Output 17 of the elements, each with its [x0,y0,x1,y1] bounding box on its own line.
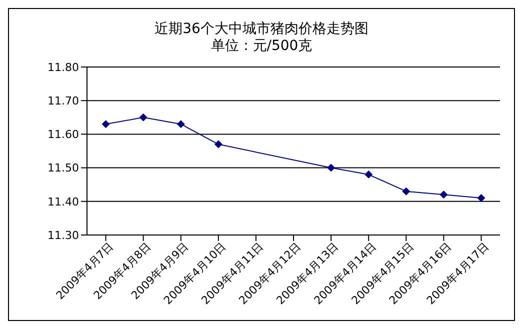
point [440,190,448,199]
point [364,170,373,179]
y-tick-label: 11.50 [48,162,79,175]
point [327,164,336,172]
y-tick-label: 11.30 [48,228,79,242]
y-tick-label: 11.70 [48,94,79,108]
chart-title: 近期36个大中城市猪肉价格走势图 [154,21,368,37]
point [402,187,410,196]
y-tick-label: 11.40 [48,195,79,208]
point [477,194,486,202]
y-tick-label: 11.80 [48,60,79,74]
y-tick-label: 11.60 [48,128,79,142]
chart-subtitle: 单位：元/500克 [210,38,312,54]
point [139,113,148,122]
point [176,120,185,128]
point [102,120,110,128]
point [214,140,222,148]
